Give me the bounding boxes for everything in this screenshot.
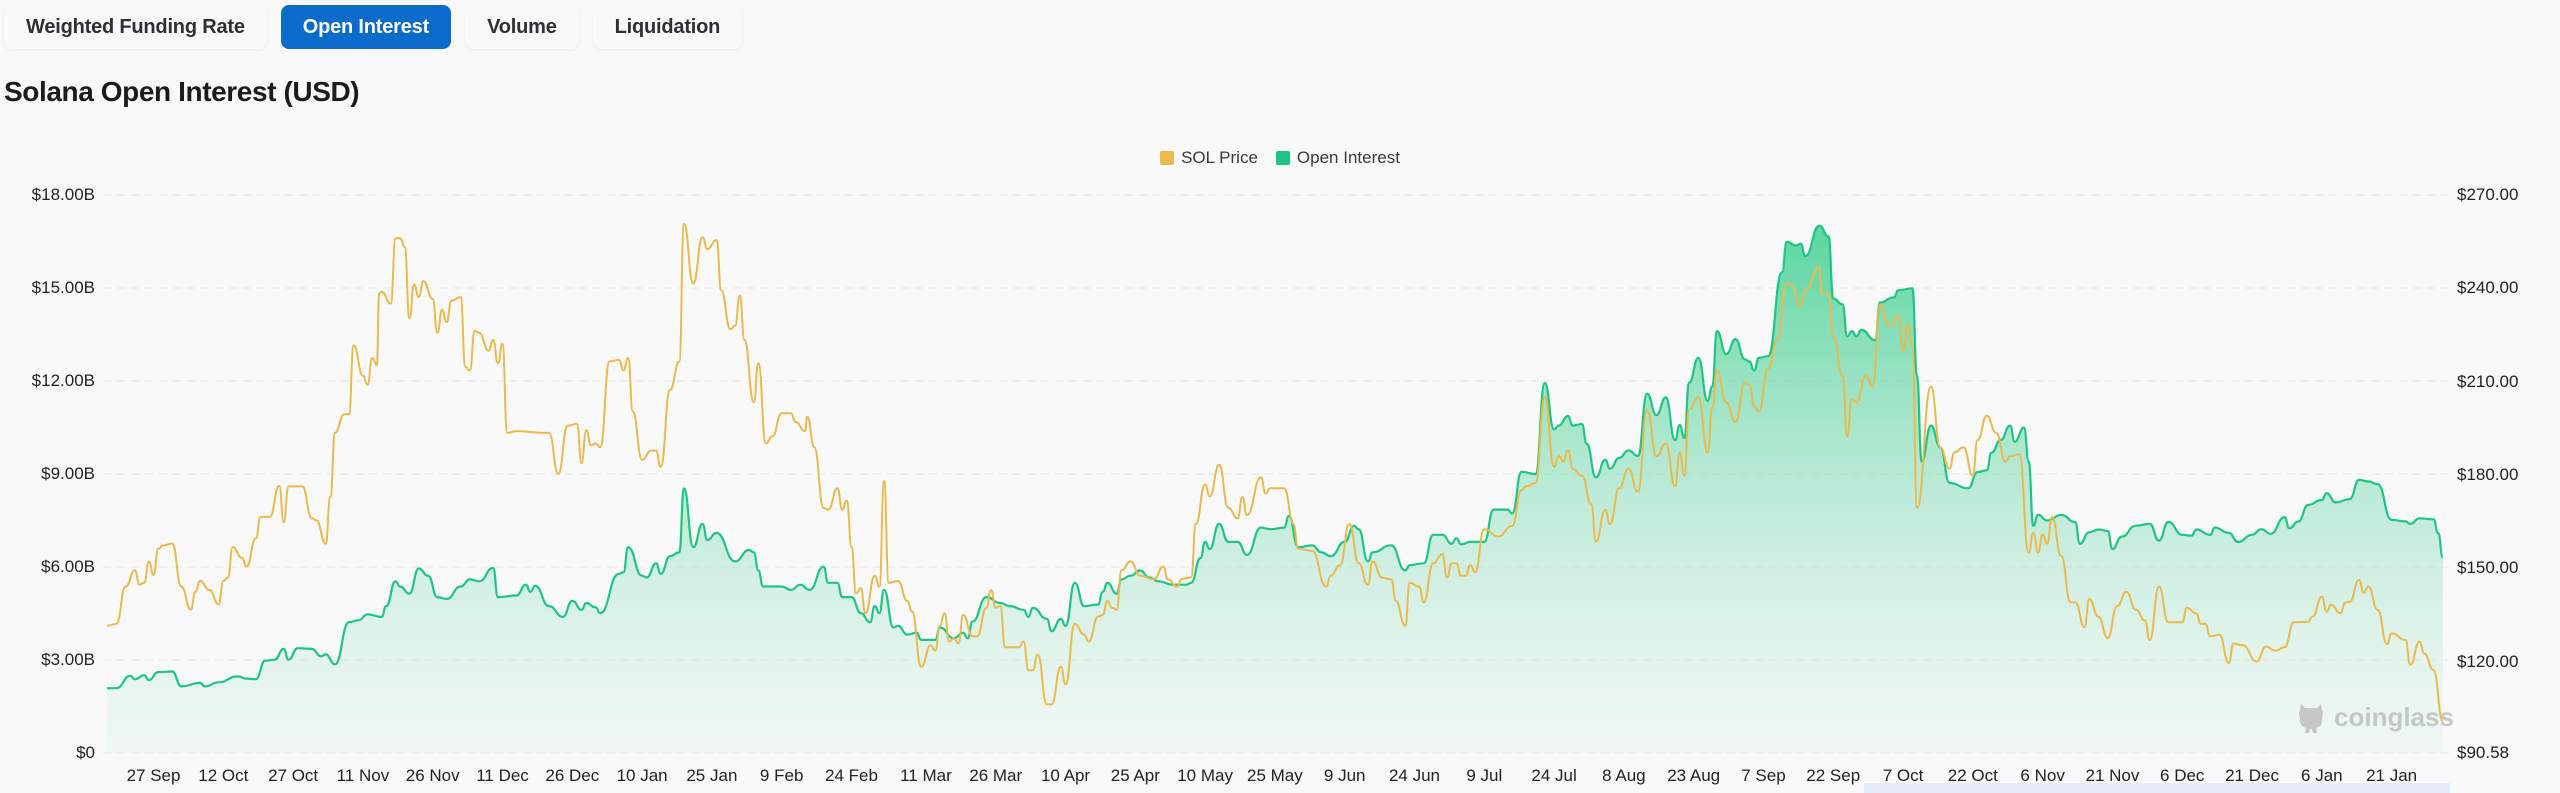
y-left-tick: $15.00B bbox=[31, 278, 95, 297]
y-left-tick: $0 bbox=[76, 743, 95, 762]
y-right-tick: $180.00 bbox=[2457, 464, 2519, 484]
y-left-tick: $3.00B bbox=[41, 650, 95, 669]
x-tick: 26 Dec bbox=[545, 766, 600, 785]
x-tick: 25 Apr bbox=[1110, 766, 1160, 785]
x-tick: 11 Nov bbox=[336, 766, 390, 785]
legend-label: Open Interest bbox=[1296, 148, 1400, 167]
y-right-tick: $240.00 bbox=[2457, 278, 2519, 298]
legend-item-open-interest[interactable]: Open Interest bbox=[1275, 148, 1400, 168]
x-tick: 12 Oct bbox=[198, 766, 249, 785]
x-tick: 7 Oct bbox=[1882, 766, 1924, 785]
x-tick: 22 Oct bbox=[1947, 766, 1998, 785]
open-interest-line bbox=[107, 224, 2444, 690]
x-tick: 9 Jul bbox=[1466, 766, 1503, 785]
y-right-tick: $270.00 bbox=[2457, 185, 2519, 204]
watermark: coinglass bbox=[2296, 700, 2454, 734]
legend-item-sol-price[interactable]: SOL Price bbox=[1160, 148, 1258, 168]
x-tick: 6 Dec bbox=[2160, 766, 2205, 785]
x-tick: 10 May bbox=[1177, 766, 1233, 785]
y-left-tick: $18.00B bbox=[31, 185, 95, 204]
x-tick: 25 Jan bbox=[686, 766, 738, 785]
x-tick: 9 Feb bbox=[759, 766, 804, 785]
x-tick: 24 Feb bbox=[825, 766, 878, 785]
x-tick: 23 Aug bbox=[1667, 766, 1721, 785]
x-tick: 24 Jun bbox=[1388, 766, 1441, 785]
x-tick: 22 Sep bbox=[1806, 766, 1861, 785]
y-right-tick: $90.58 bbox=[2457, 743, 2509, 762]
open-interest-swatch-icon bbox=[1275, 151, 1290, 165]
tab-weighted-funding-rate[interactable]: Weighted Funding Rate bbox=[4, 5, 267, 49]
x-tick: 27 Sep bbox=[126, 766, 181, 785]
x-tick: 10 Apr bbox=[1040, 766, 1091, 785]
x-tick: 26 Nov bbox=[405, 766, 460, 785]
metric-tabs: Weighted Funding Rate Open Interest Volu… bbox=[4, 5, 743, 49]
x-tick: 25 May bbox=[1247, 766, 1303, 785]
legend-label: SOL Price bbox=[1181, 148, 1258, 167]
open-interest-area bbox=[107, 225, 2443, 753]
sol-price-swatch-icon bbox=[1160, 151, 1175, 165]
x-tick: 6 Jan bbox=[2301, 766, 2343, 785]
y-left-tick: $6.00B bbox=[41, 557, 95, 576]
y-left-tick: $9.00B bbox=[41, 464, 95, 483]
tab-liquidation[interactable]: Liquidation bbox=[592, 5, 743, 49]
range-slider[interactable] bbox=[1864, 783, 2450, 793]
chart-title: Solana Open Interest (USD) bbox=[4, 76, 360, 107]
y-right-tick: $120.00 bbox=[2457, 651, 2519, 671]
x-tick: 21 Dec bbox=[2225, 766, 2279, 785]
x-tick: 8 Aug bbox=[1602, 766, 1646, 785]
watermark-text: coinglass bbox=[2334, 701, 2454, 732]
sol-price-line bbox=[106, 222, 2444, 723]
coinglass-mascot-icon bbox=[2299, 704, 2323, 733]
x-tick: 6 Nov bbox=[2020, 766, 2065, 785]
x-tick: 21 Nov bbox=[2085, 766, 2140, 785]
x-tick: 26 Mar bbox=[969, 766, 1023, 785]
tab-open-interest[interactable]: Open Interest bbox=[280, 5, 452, 49]
y-left-tick: $12.00B bbox=[31, 371, 95, 390]
tab-volume[interactable]: Volume bbox=[465, 5, 579, 49]
x-tick: 11 Dec bbox=[476, 766, 529, 785]
x-tick: 10 Jan bbox=[616, 766, 668, 785]
x-tick: 21 Jan bbox=[2366, 766, 2418, 785]
x-tick: 9 Jun bbox=[1323, 766, 1366, 785]
y-right-tick: $210.00 bbox=[2457, 371, 2519, 391]
y-right-tick: $150.00 bbox=[2457, 558, 2519, 578]
x-tick: 7 Sep bbox=[1741, 766, 1786, 785]
x-tick: 11 Mar bbox=[900, 766, 952, 785]
chart-legend: SOL Price Open Interest bbox=[0, 148, 2560, 168]
x-tick: 24 Jul bbox=[1531, 766, 1577, 785]
x-tick: 27 Oct bbox=[268, 766, 319, 785]
